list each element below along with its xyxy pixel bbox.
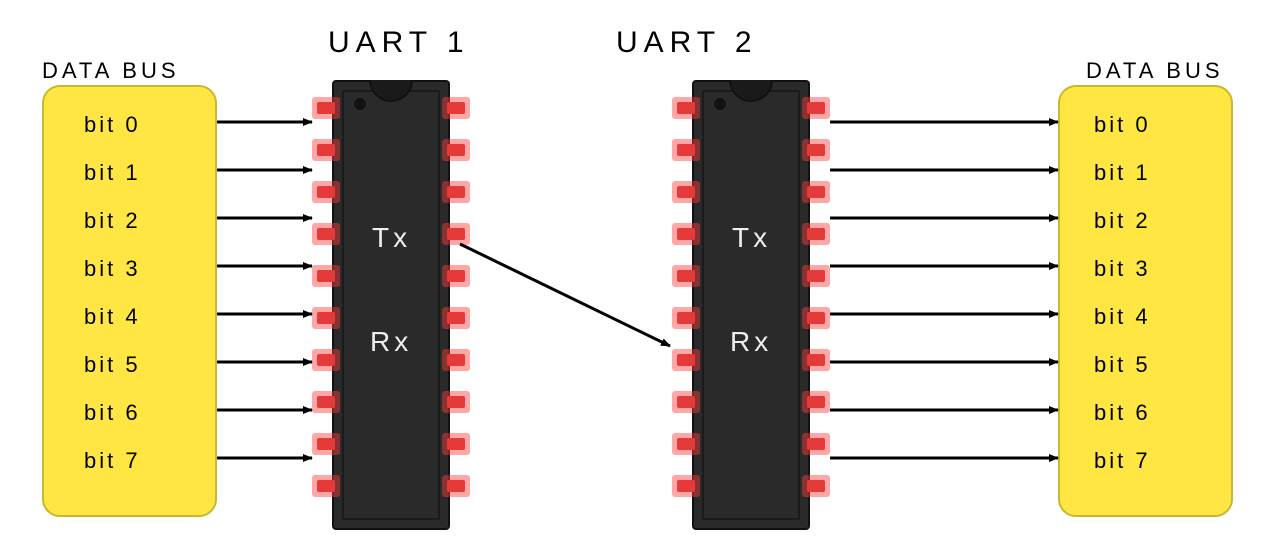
uart2-chip: Tx Rx (692, 80, 810, 530)
bit-label: bit 0 (84, 112, 141, 138)
chip-pin (672, 433, 700, 455)
chip-pin (672, 97, 700, 119)
chip-outline (702, 90, 800, 520)
chip-pin (672, 349, 700, 371)
chip-pin (312, 475, 340, 497)
chip-pin (672, 391, 700, 413)
chip-pin (802, 265, 830, 287)
chip-pin (442, 223, 470, 245)
bit-label: bit 6 (1094, 400, 1151, 426)
chip-pin (802, 97, 830, 119)
chip-pin (312, 433, 340, 455)
tx-label: Tx (372, 222, 411, 254)
bit-label: bit 0 (1094, 112, 1151, 138)
tx-label: Tx (732, 222, 771, 254)
chip-pin (442, 139, 470, 161)
chip-pin (802, 181, 830, 203)
rx-label: Rx (370, 326, 412, 358)
bit-label: bit 7 (1094, 448, 1151, 474)
bit-label: bit 4 (1094, 304, 1151, 330)
chip-pin (672, 139, 700, 161)
bit-label: bit 7 (84, 448, 141, 474)
chip-pin (312, 181, 340, 203)
chip-pin (442, 265, 470, 287)
chip-pin (802, 223, 830, 245)
chip-outline (342, 90, 440, 520)
bit-label: bit 1 (1094, 160, 1151, 186)
databus-left-label: DATA BUS (42, 58, 180, 84)
chip-pin (672, 181, 700, 203)
chip-pin (672, 265, 700, 287)
chip-orientation-dot (354, 98, 366, 110)
uart1-chip: Tx Rx (332, 80, 450, 530)
chip-orientation-dot (714, 98, 726, 110)
chip-pin (312, 349, 340, 371)
bit-label: bit 5 (1094, 352, 1151, 378)
chip-pin (312, 307, 340, 329)
chip-pin (802, 139, 830, 161)
chip-pin (312, 265, 340, 287)
chip-pin (802, 433, 830, 455)
chip-pin (802, 307, 830, 329)
bit-label: bit 2 (84, 208, 141, 234)
chip-pin (442, 97, 470, 119)
bit-label: bit 6 (84, 400, 141, 426)
chip-pin (312, 223, 340, 245)
chip-pin (672, 223, 700, 245)
uart1-title: UART 1 (328, 26, 470, 60)
chip-pin (442, 307, 470, 329)
bit-label: bit 5 (84, 352, 141, 378)
chip-pin (312, 97, 340, 119)
bit-label: bit 2 (1094, 208, 1151, 234)
chip-pin (442, 475, 470, 497)
chip-pin (312, 139, 340, 161)
chip-pin (442, 349, 470, 371)
chip-pin (672, 475, 700, 497)
diagram-stage: UART 1 UART 2 DATA BUS DATA BUS bit 0 bi… (0, 0, 1280, 552)
bit-label: bit 4 (84, 304, 141, 330)
chip-pin (312, 391, 340, 413)
chip-pin (802, 349, 830, 371)
chip-pin (442, 391, 470, 413)
rx-label: Rx (730, 326, 772, 358)
bit-label: bit 1 (84, 160, 141, 186)
chip-pin (802, 475, 830, 497)
uart2-title: UART 2 (616, 26, 758, 60)
bit-label: bit 3 (84, 256, 141, 282)
chip-pin (802, 391, 830, 413)
chip-pin (442, 181, 470, 203)
databus-right-label: DATA BUS (1086, 58, 1224, 84)
chip-pin (672, 307, 700, 329)
bit-label: bit 3 (1094, 256, 1151, 282)
chip-pin (442, 433, 470, 455)
